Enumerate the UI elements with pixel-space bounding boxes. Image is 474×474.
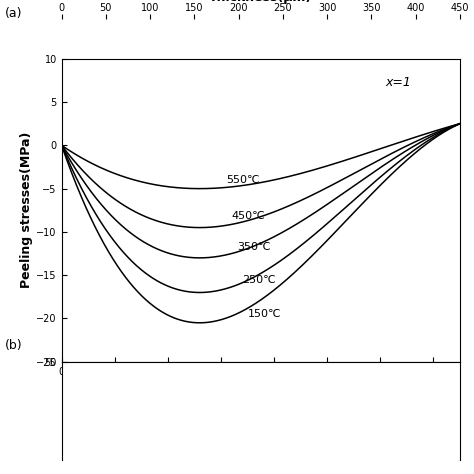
Text: x=1: x=1	[385, 76, 411, 89]
Text: (a): (a)	[5, 7, 22, 20]
X-axis label: Thickness(μm): Thickness(μm)	[209, 379, 312, 392]
Text: 150℃: 150℃	[247, 309, 281, 319]
Text: 550℃: 550℃	[226, 175, 260, 185]
Text: (b): (b)	[5, 339, 22, 352]
Y-axis label: Peeling stresses(MPa): Peeling stresses(MPa)	[20, 132, 33, 289]
Text: 250℃: 250℃	[242, 274, 276, 284]
Text: 450℃: 450℃	[231, 211, 265, 221]
Text: 350℃: 350℃	[237, 243, 270, 253]
X-axis label: Thickness(μm): Thickness(μm)	[209, 0, 312, 4]
